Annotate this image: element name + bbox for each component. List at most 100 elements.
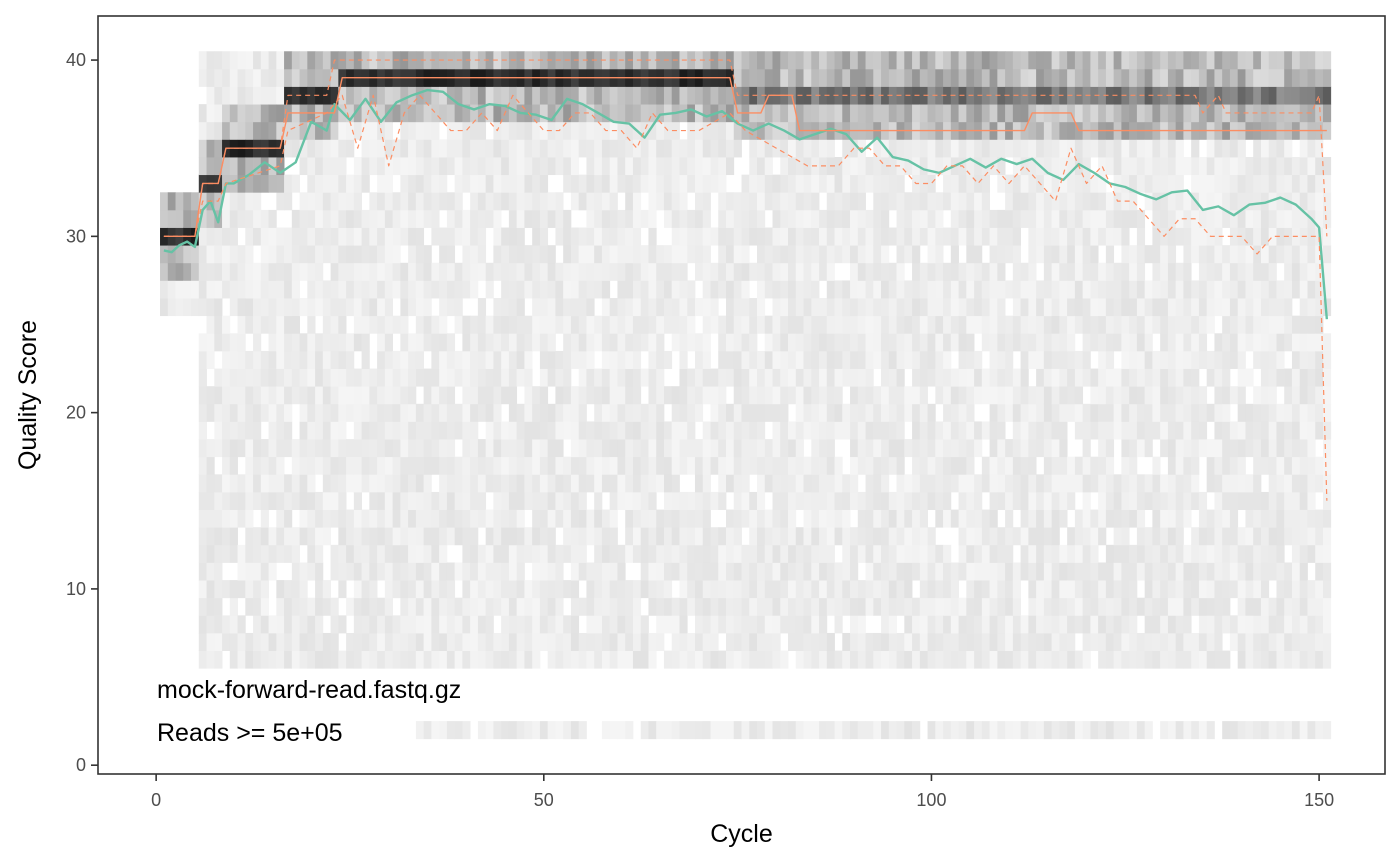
heatmap-cell xyxy=(446,562,456,581)
heatmap-cell xyxy=(454,104,463,123)
heatmap-cell xyxy=(563,386,572,405)
heatmap-cell xyxy=(640,262,649,281)
heatmap-cell xyxy=(966,721,975,740)
heatmap-cell xyxy=(439,333,448,352)
heatmap-cell xyxy=(462,386,471,405)
heatmap-cell xyxy=(819,298,828,317)
heatmap-cell xyxy=(1183,721,1192,740)
heatmap-cell xyxy=(1090,474,1099,493)
heatmap-cell xyxy=(446,280,456,299)
heatmap-cell xyxy=(950,333,959,352)
heatmap-cell xyxy=(857,439,866,458)
heatmap-cell xyxy=(648,174,657,193)
heatmap-cell xyxy=(198,68,207,87)
heatmap-cell xyxy=(795,209,804,228)
heatmap-cell xyxy=(431,721,440,740)
heatmap-cell xyxy=(632,386,642,405)
heatmap-cell xyxy=(198,580,207,599)
heatmap-cell xyxy=(222,280,231,299)
heatmap-cell xyxy=(291,280,300,299)
heatmap-cell xyxy=(1183,544,1192,563)
heatmap-cell xyxy=(1183,192,1192,211)
heatmap-cell xyxy=(888,368,897,387)
heatmap-cell xyxy=(1160,721,1169,740)
heatmap-cell xyxy=(284,51,293,70)
heatmap-cell xyxy=(935,298,944,317)
heatmap-cell xyxy=(1012,439,1022,458)
heatmap-cell xyxy=(671,86,680,105)
heatmap-cell xyxy=(702,333,711,352)
heatmap-cell xyxy=(834,403,843,422)
heatmap-cell xyxy=(229,157,238,176)
heatmap-cell xyxy=(570,421,580,440)
heatmap-cell xyxy=(307,51,316,70)
heatmap-cell xyxy=(191,245,200,264)
heatmap-cell xyxy=(974,421,983,440)
heatmap-cell xyxy=(888,421,897,440)
heatmap-cell xyxy=(749,386,758,405)
heatmap-cell xyxy=(1191,368,1200,387)
heatmap-cell xyxy=(1005,527,1014,546)
heatmap-cell xyxy=(617,650,626,669)
heatmap-cell xyxy=(1051,209,1060,228)
heatmap-cell xyxy=(315,350,324,369)
heatmap-cell xyxy=(330,562,339,581)
heatmap-cell xyxy=(757,68,766,87)
heatmap-cell xyxy=(1276,650,1285,669)
heatmap-cell xyxy=(725,580,735,599)
heatmap-cell xyxy=(237,245,246,264)
heatmap-cell xyxy=(1012,562,1022,581)
heatmap-cell xyxy=(524,456,533,475)
heatmap-cell xyxy=(291,174,300,193)
heatmap-cell xyxy=(1307,86,1316,105)
heatmap-cell xyxy=(563,403,572,422)
heatmap-cell xyxy=(253,209,262,228)
heatmap-cell xyxy=(423,597,432,616)
heatmap-cell xyxy=(415,368,425,387)
heatmap-cell xyxy=(477,403,487,422)
heatmap-cell xyxy=(935,157,944,176)
heatmap-cell xyxy=(663,439,673,458)
heatmap-cell xyxy=(966,298,975,317)
heatmap-cell xyxy=(1253,562,1262,581)
heatmap-cell xyxy=(1315,333,1324,352)
heatmap-cell xyxy=(1121,209,1130,228)
heatmap-cell xyxy=(919,192,928,211)
heatmap-cell xyxy=(850,597,859,616)
heatmap-cell xyxy=(477,650,487,669)
heatmap-cell xyxy=(1214,527,1223,546)
heatmap-cell xyxy=(834,315,843,334)
heatmap-cell xyxy=(284,580,293,599)
heatmap-cell xyxy=(1105,615,1115,634)
heatmap-cell xyxy=(819,104,828,123)
heatmap-cell xyxy=(1214,439,1223,458)
heatmap-cell xyxy=(206,544,215,563)
heatmap-cell xyxy=(834,350,843,369)
heatmap-cell xyxy=(617,104,626,123)
heatmap-cell xyxy=(384,527,394,546)
heatmap-cell xyxy=(1059,650,1068,669)
heatmap-cell xyxy=(1229,104,1239,123)
heatmap-cell xyxy=(1090,298,1099,317)
heatmap-cell xyxy=(826,650,835,669)
heatmap-cell xyxy=(1299,456,1308,475)
heatmap-cell xyxy=(284,632,293,652)
heatmap-cell xyxy=(803,615,812,634)
heatmap-cell xyxy=(1012,315,1022,334)
heatmap-cell xyxy=(819,86,828,105)
heatmap-cell xyxy=(501,139,510,158)
heatmap-cell xyxy=(555,262,564,281)
heatmap-cell xyxy=(454,139,463,158)
heatmap-cell xyxy=(1253,721,1262,740)
heatmap-cell xyxy=(547,615,556,634)
heatmap-cell xyxy=(834,86,843,105)
heatmap-cell xyxy=(183,245,192,264)
heatmap-cell xyxy=(322,157,331,176)
heatmap-cell xyxy=(1020,439,1029,458)
heatmap-cell xyxy=(819,544,828,563)
heatmap-cell xyxy=(454,421,463,440)
heatmap-cell xyxy=(431,632,440,652)
heatmap-cell xyxy=(757,491,766,510)
heatmap-cell xyxy=(229,580,238,599)
heatmap-cell xyxy=(446,421,456,440)
